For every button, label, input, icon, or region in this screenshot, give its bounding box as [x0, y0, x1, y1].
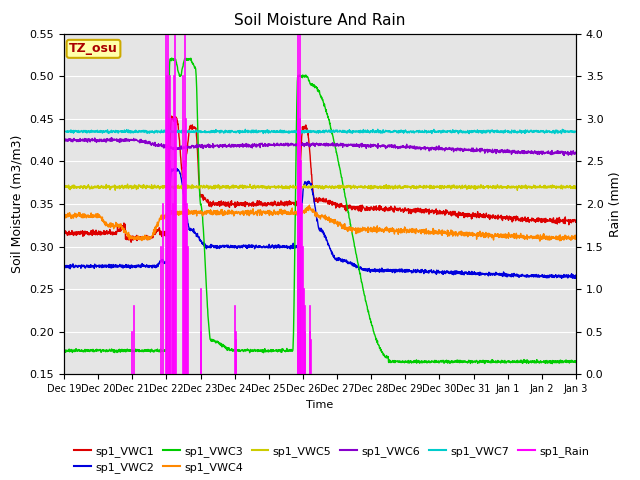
- Text: TZ_osu: TZ_osu: [69, 42, 118, 55]
- Y-axis label: Soil Moisture (m3/m3): Soil Moisture (m3/m3): [11, 135, 24, 273]
- Title: Soil Moisture And Rain: Soil Moisture And Rain: [234, 13, 406, 28]
- Y-axis label: Rain (mm): Rain (mm): [609, 171, 622, 237]
- Legend: sp1_VWC1, sp1_VWC2, sp1_VWC3, sp1_VWC4, sp1_VWC5, sp1_VWC6, sp1_VWC7, sp1_Rain: sp1_VWC1, sp1_VWC2, sp1_VWC3, sp1_VWC4, …: [70, 441, 594, 478]
- X-axis label: Time: Time: [307, 400, 333, 409]
